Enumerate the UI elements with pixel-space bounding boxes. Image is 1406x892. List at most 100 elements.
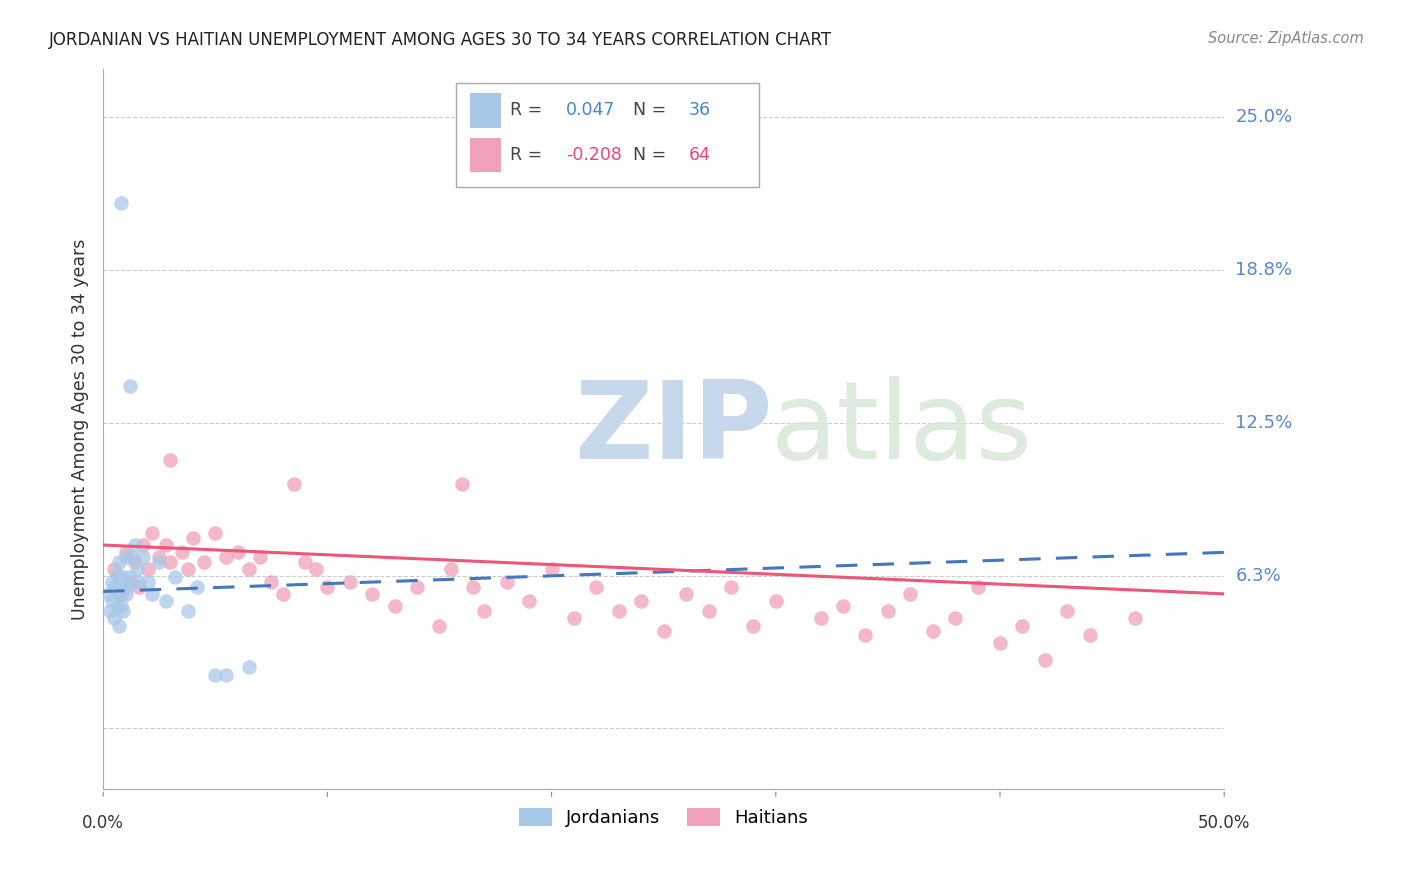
Point [855,628,877,642]
Point [1011,618,1033,632]
Point [675,587,697,601]
Point [128,580,150,594]
Point [141,587,163,601]
Point [294,555,316,569]
Point [249,550,271,565]
Point [136,574,159,589]
Point [128,574,150,589]
Point [283,477,305,491]
Point [832,599,855,614]
Point [98,604,121,618]
Text: R =: R = [510,146,548,164]
Text: 18.8%: 18.8% [1236,261,1292,279]
Point [988,636,1011,650]
Point [110,599,132,614]
Point [585,580,607,594]
Point [141,525,163,540]
Point [765,594,787,608]
Text: JORDANIAN VS HAITIAN UNEMPLOYMENT AMONG AGES 30 TO 34 YEARS CORRELATION CHART: JORDANIAN VS HAITIAN UNEMPLOYMENT AMONG … [49,31,832,49]
FancyBboxPatch shape [457,83,759,187]
Point [108,618,131,632]
Point [810,611,832,625]
Point [114,550,136,565]
Point [105,567,128,582]
Point [720,580,742,594]
Legend: Jordanians, Haitians: Jordanians, Haitians [512,801,815,834]
Point [110,580,132,594]
Point [1078,628,1101,642]
Point [1056,604,1078,618]
Point [607,604,630,618]
Point [110,587,132,601]
Point [125,562,148,576]
Point [517,594,540,608]
Point [108,555,131,569]
Point [630,594,652,608]
Point [966,580,988,594]
Point [132,538,155,552]
Point [114,545,136,559]
Point [177,562,200,576]
Point [103,580,125,594]
Text: 36: 36 [689,102,710,120]
Point [118,570,141,584]
Point [101,574,124,589]
Point [1033,653,1056,667]
Point [260,574,283,589]
Point [204,667,226,681]
Point [204,525,226,540]
Text: 25.0%: 25.0% [1236,109,1292,127]
Point [305,562,328,576]
Point [118,379,141,393]
Text: N =: N = [634,146,672,164]
Point [136,562,159,576]
Point [540,562,562,576]
Point [103,562,125,576]
Point [112,604,135,618]
Point [97,587,120,601]
Point [472,604,495,618]
Point [155,594,177,608]
Point [1123,611,1146,625]
Point [652,624,675,638]
Point [155,538,177,552]
Point [121,550,143,565]
Text: 0.0%: 0.0% [82,814,124,832]
Point [440,562,463,576]
Text: N =: N = [634,102,672,120]
Point [339,574,361,589]
Point [148,555,170,569]
Point [170,545,193,559]
Point [697,604,720,618]
Point [943,611,966,625]
Text: 0.047: 0.047 [567,102,616,120]
Point [406,580,429,594]
Point [118,574,141,589]
Point [215,550,238,565]
Point [159,555,181,569]
Point [108,587,131,601]
Text: 64: 64 [689,146,710,164]
Point [361,587,384,601]
Point [316,580,339,594]
Point [461,580,484,594]
Point [238,660,260,674]
Point [429,618,451,632]
Point [384,599,406,614]
Point [101,594,124,608]
Point [921,624,943,638]
Point [215,667,238,681]
Point [110,195,132,210]
Point [112,570,135,584]
Text: 12.5%: 12.5% [1236,414,1292,432]
Point [103,611,125,625]
Point [124,555,146,569]
Y-axis label: Unemployment Among Ages 30 to 34 years: Unemployment Among Ages 30 to 34 years [72,238,89,620]
Point [495,574,517,589]
Point [148,550,170,565]
Point [742,618,765,632]
Point [193,555,215,569]
Point [124,538,146,552]
Point [226,545,249,559]
Point [877,604,900,618]
